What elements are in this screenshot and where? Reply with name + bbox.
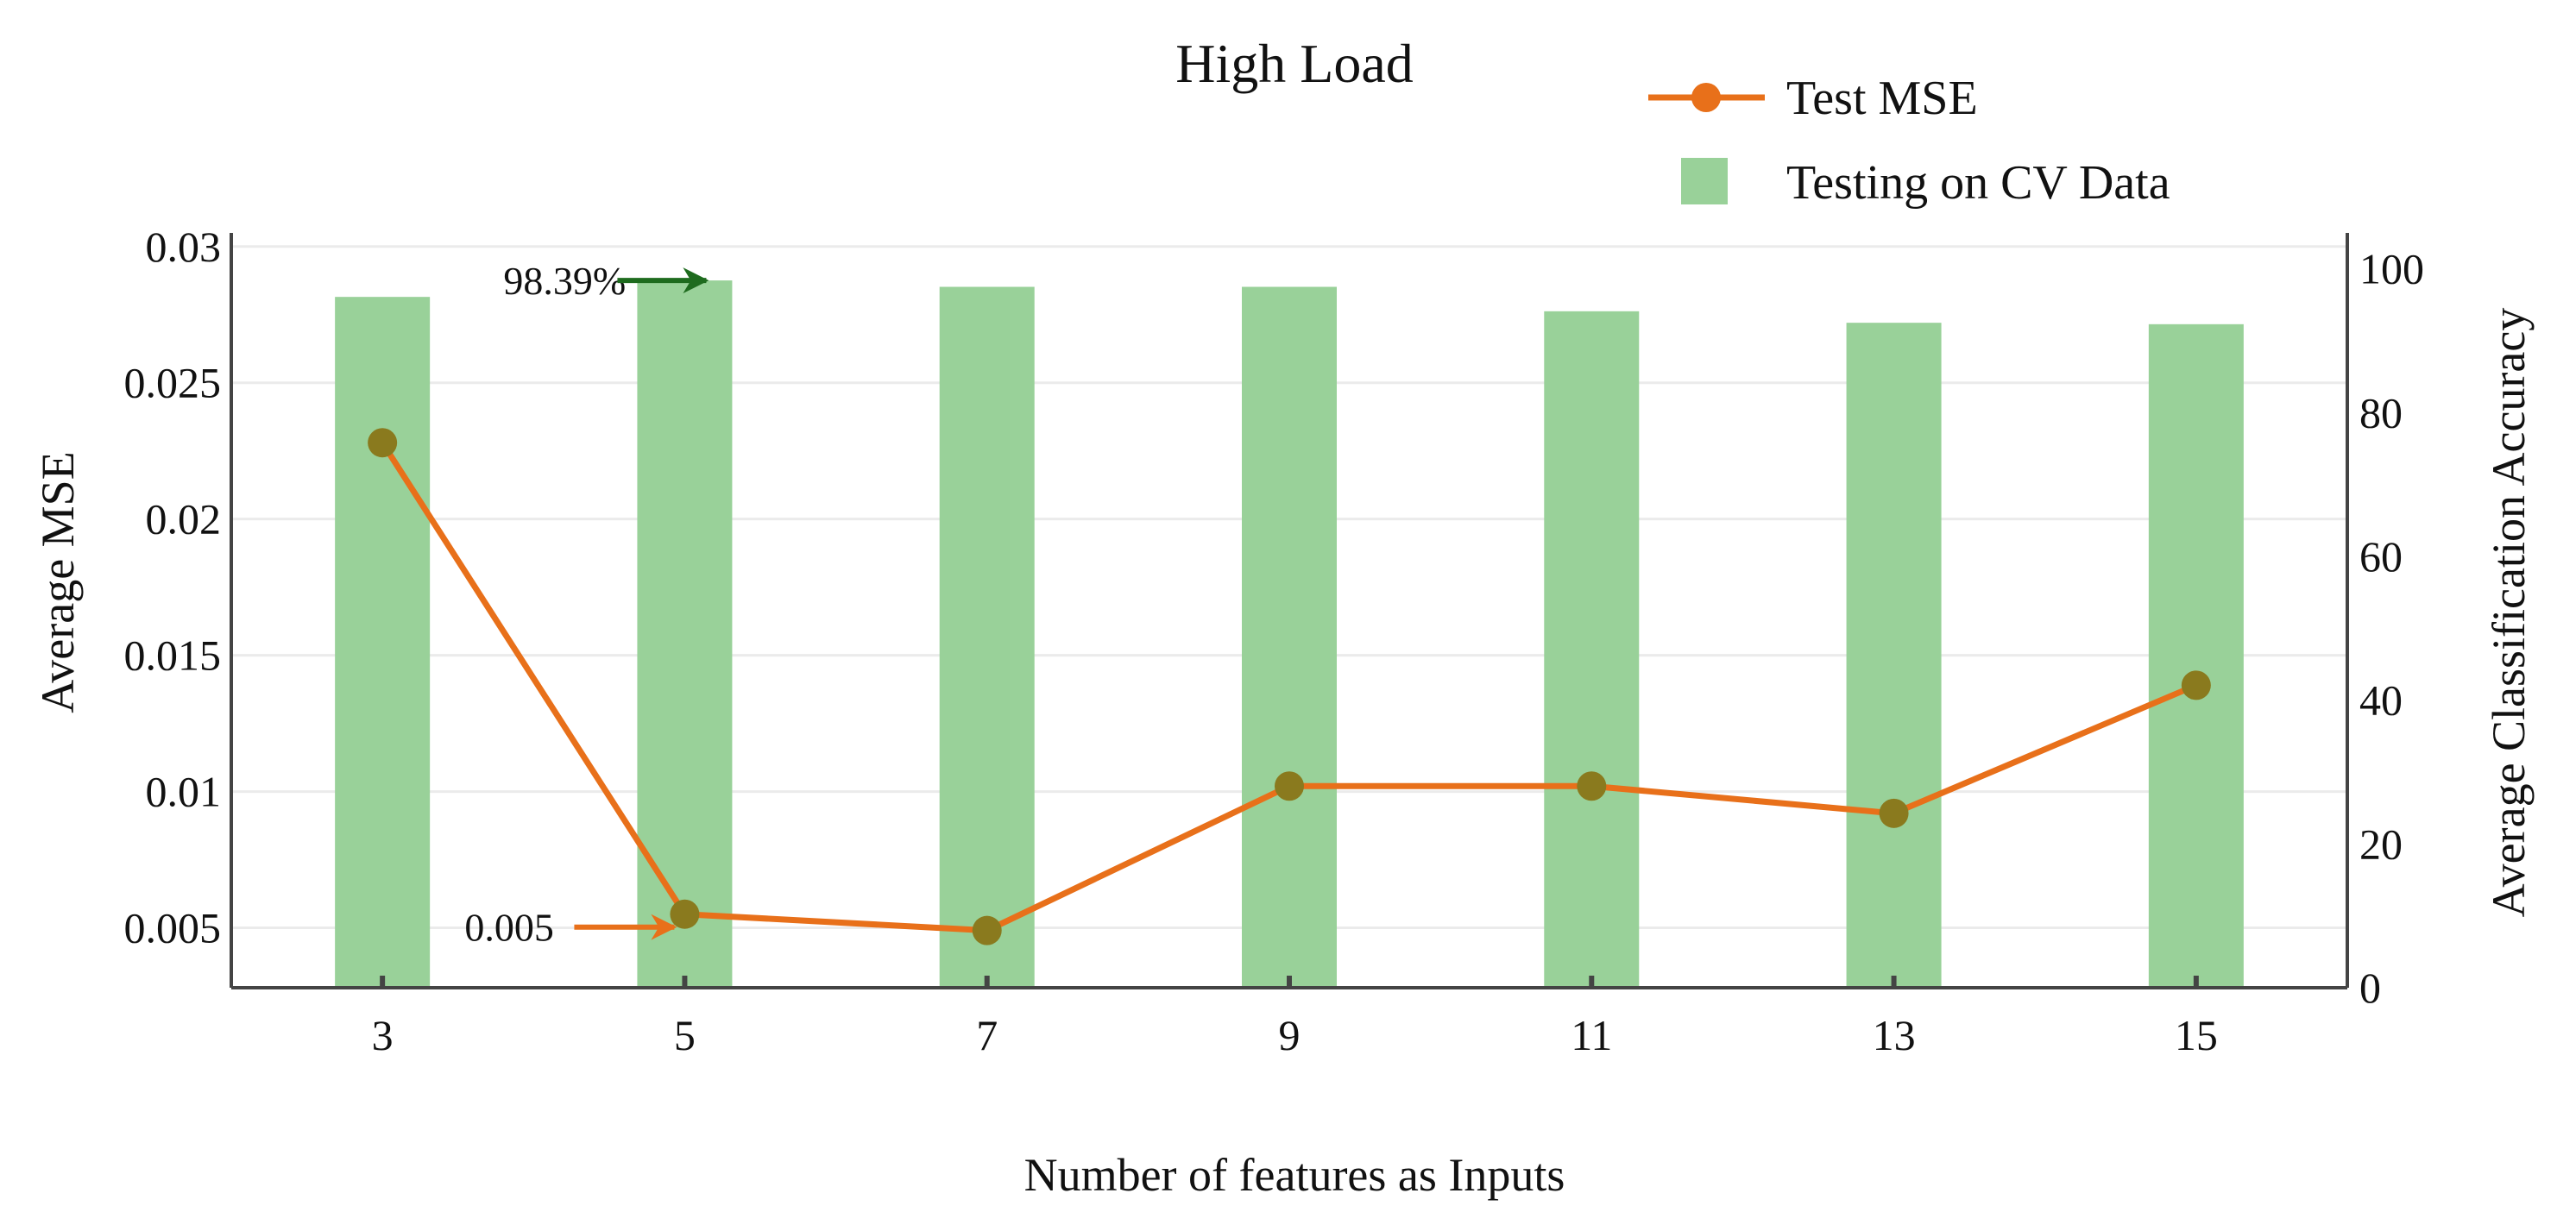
line-point [1879,798,1909,828]
y-left-tick-label: 0.03 [146,223,222,271]
x-tick-label: 7 [976,1011,998,1059]
y-right-tick-label: 40 [2359,676,2403,725]
bar [2148,323,2244,988]
x-axis-title: Number of features as Inputs [1024,1149,1565,1201]
y-left-tick-label: 0.015 [124,631,222,680]
bar [1544,311,1640,988]
y-left-tick-label: 0.025 [124,359,222,407]
x-tick-label: 13 [1873,1011,1916,1059]
bar [939,286,1035,988]
y-left-tick-label: 0.02 [146,495,222,543]
line-point [1275,771,1304,801]
bar [1242,286,1337,988]
legend: Test MSE Testing on CV Data [1648,72,2170,210]
y-right-tick-label: 0 [2359,964,2381,1012]
legend-line-marker [1691,83,1721,112]
line-point [670,899,700,929]
y-right-tick-label: 100 [2359,245,2424,293]
x-tick-label: 5 [674,1011,696,1059]
y-right-tick-label: 60 [2359,532,2403,581]
x-axis-ticks: 3 5 7 9 11 13 15 [372,976,2218,1059]
legend-label-testing-cv: Testing on CV Data [1786,156,2170,210]
x-tick-label: 15 [2175,1011,2218,1059]
bar-series [335,280,2244,989]
bar [1846,323,1942,989]
line-series [368,428,2211,945]
chart-title: High Load [1175,33,1414,94]
annotation-accuracy-label: 98.39% [503,259,626,303]
right-axis-ticks: 0 20 40 60 80 100 [2359,245,2424,1012]
x-tick-label: 3 [372,1011,394,1059]
line-point [972,915,1002,945]
x-tick-label: 9 [1279,1011,1301,1059]
y-axis-right-title: Average Classification Accuracy [2483,308,2535,918]
line-point [2181,670,2211,700]
y-right-tick-label: 80 [2359,388,2403,437]
line-point [1577,771,1607,801]
y-axis-left-title: Average MSE [32,451,84,713]
y-left-tick-label: 0.005 [124,904,222,952]
legend-label-test-mse: Test MSE [1786,72,1978,125]
y-left-tick-label: 0.01 [146,768,222,816]
bar [335,297,431,989]
annotation-mse-label: 0.005 [464,906,554,950]
line-point [368,428,398,458]
legend-bar-swatch [1681,158,1728,204]
annotations: 98.39% 0.005 [464,259,709,950]
bar [637,280,733,988]
left-axis-ticks: 0.005 0.01 0.015 0.02 0.025 0.03 [124,223,222,952]
x-tick-label: 11 [1571,1011,1612,1059]
y-right-tick-label: 20 [2359,820,2403,868]
